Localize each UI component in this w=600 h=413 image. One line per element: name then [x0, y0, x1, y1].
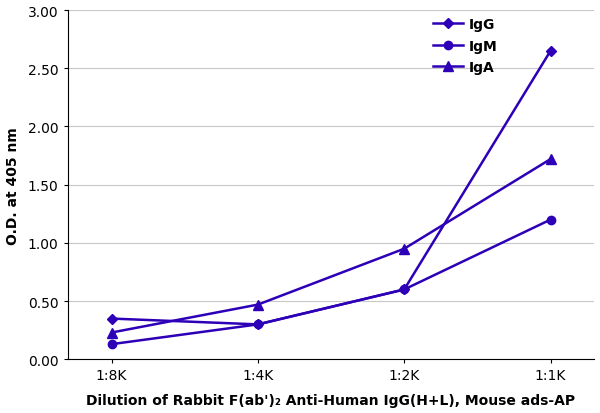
IgG	[254, 322, 262, 327]
IgM	[254, 322, 262, 327]
IgM	[401, 287, 408, 292]
IgG	[401, 287, 408, 292]
Line: IgM: IgM	[107, 216, 555, 349]
IgA	[254, 302, 262, 307]
X-axis label: Dilution of Rabbit F(ab')₂ Anti-Human IgG(H+L), Mouse ads-AP: Dilution of Rabbit F(ab')₂ Anti-Human Ig…	[86, 394, 575, 408]
IgG	[108, 316, 115, 321]
IgA	[108, 330, 115, 335]
Legend: IgG, IgM, IgA: IgG, IgM, IgA	[433, 18, 497, 75]
IgA	[547, 157, 554, 162]
IgM	[547, 218, 554, 223]
IgM	[108, 342, 115, 347]
Line: IgA: IgA	[107, 155, 556, 337]
Y-axis label: O.D. at 405 nm: O.D. at 405 nm	[5, 126, 20, 244]
Line: IgG: IgG	[108, 48, 554, 328]
IgG	[547, 49, 554, 54]
IgA	[401, 247, 408, 252]
